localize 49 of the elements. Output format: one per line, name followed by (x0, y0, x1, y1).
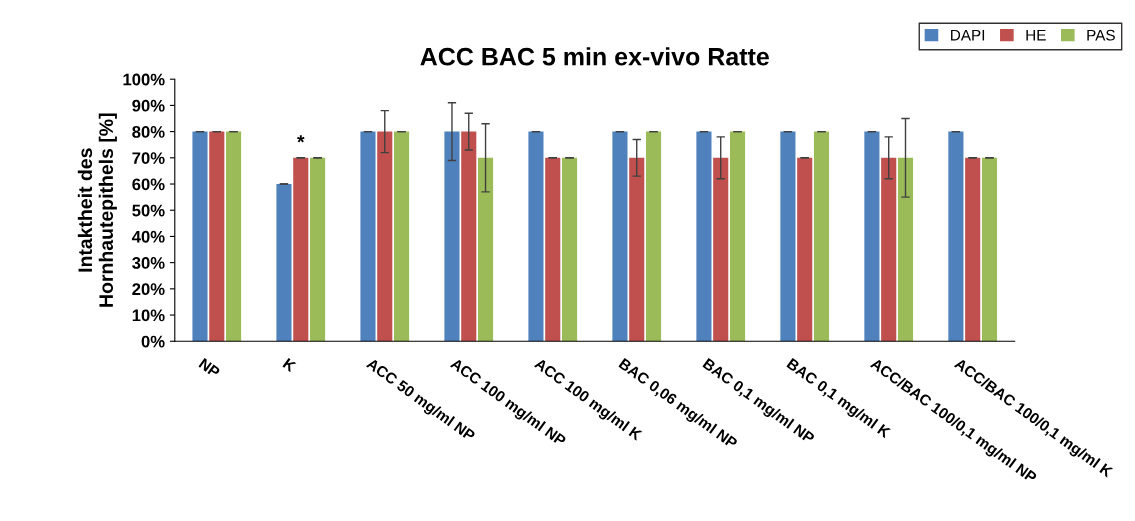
y-tick-label: 70% (132, 152, 165, 165)
y-tick-label: 50% (132, 204, 165, 217)
bar (981, 157, 998, 342)
bar (226, 131, 242, 342)
x-tick-label: K (282, 358, 297, 373)
bar (276, 184, 292, 342)
bar (813, 131, 830, 342)
legend-label: PAS (1087, 29, 1115, 41)
bar (394, 131, 410, 342)
bar (209, 131, 225, 342)
bar (645, 131, 662, 342)
bar (461, 131, 477, 342)
bar (696, 131, 712, 342)
x-tick-label: NP (198, 358, 221, 379)
bar (797, 157, 813, 342)
bar (360, 131, 376, 342)
bar (612, 131, 628, 342)
bar (293, 157, 309, 342)
y-tick-label: 40% (131, 230, 165, 243)
y-tick-label: 100% (123, 73, 165, 86)
bar (864, 131, 880, 342)
bar (310, 157, 326, 342)
annotation: * (297, 135, 305, 143)
bar (948, 131, 964, 342)
bar (192, 131, 208, 342)
bar (780, 131, 796, 342)
bar (629, 157, 645, 342)
bar (713, 157, 729, 342)
y-tick-label: 0% (141, 335, 165, 348)
legend-label: HE (1026, 29, 1046, 41)
bar (528, 131, 544, 342)
y-tick-label: 90% (132, 99, 165, 112)
bar (561, 157, 578, 342)
chart-title: ACC BAC 5 min ex-vivo Ratte (420, 47, 769, 66)
y-axis-title: Intaktheit des Hornhautepithels [%] (77, 113, 117, 307)
y-tick-label: 80% (132, 126, 165, 138)
bar (881, 157, 897, 342)
bar (477, 157, 494, 342)
y-tick-label: 20% (132, 283, 165, 296)
bar (897, 157, 914, 342)
bar (729, 131, 746, 342)
y-tick-label: 30% (132, 257, 165, 269)
bar (444, 131, 460, 342)
y-tick-label: 60% (132, 178, 165, 191)
bar (545, 157, 561, 342)
bar (377, 131, 393, 342)
y-tick-label: 10% (132, 309, 165, 322)
legend-label: DAPI (951, 29, 985, 41)
bar (965, 157, 981, 342)
